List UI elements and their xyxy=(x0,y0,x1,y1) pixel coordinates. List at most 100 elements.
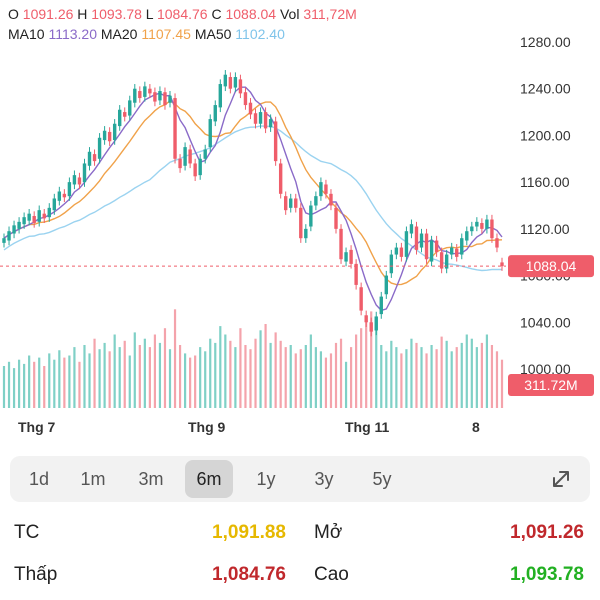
volume-bar xyxy=(470,338,473,408)
price-chart[interactable]: 1280.001240.001200.001160.001120.001080.… xyxy=(0,0,600,410)
candle xyxy=(384,270,389,299)
volume-bar xyxy=(2,366,6,408)
candle xyxy=(334,203,338,234)
range-1y-button[interactable]: 1y xyxy=(256,469,276,489)
range-1m-button[interactable]: 1m xyxy=(80,469,106,489)
candle xyxy=(349,245,353,269)
ma50-value: 1102.40 xyxy=(235,26,285,42)
ma20-label: MA20 xyxy=(100,26,138,42)
candle xyxy=(304,224,308,243)
volume-bar xyxy=(158,342,162,408)
y-tick-label: 1160.00 xyxy=(520,174,570,190)
candle xyxy=(228,72,233,94)
volume-bar xyxy=(430,345,433,408)
candle xyxy=(203,144,207,164)
candle xyxy=(359,282,363,316)
tc-label: TC xyxy=(14,522,40,543)
ma50-line xyxy=(3,125,503,272)
candle xyxy=(97,133,102,164)
volume-bar xyxy=(480,342,483,408)
candle xyxy=(153,87,157,107)
volume-tag: 311.72M xyxy=(508,374,594,396)
candle xyxy=(424,228,429,264)
candle xyxy=(102,126,107,145)
candle xyxy=(223,70,228,92)
volume-bar xyxy=(33,361,36,408)
volume-bar xyxy=(148,347,151,408)
range-5y-button[interactable]: 5y xyxy=(372,469,392,489)
y-tick-label: 1040.00 xyxy=(520,314,571,330)
volume-bar xyxy=(88,353,91,408)
volume-bar xyxy=(410,338,413,408)
candle xyxy=(490,214,494,243)
candle xyxy=(364,310,368,327)
volume-bar xyxy=(183,353,187,408)
volume-bars xyxy=(2,309,504,408)
ma-legend: MA10 1113.20 MA20 1107.45 MA50 1102.40 xyxy=(8,26,285,42)
volume-bar xyxy=(249,349,252,408)
candle xyxy=(283,191,288,215)
volume-bar xyxy=(319,351,323,408)
candle xyxy=(163,87,167,110)
candle xyxy=(344,247,348,267)
candle xyxy=(500,257,504,271)
candle xyxy=(32,211,36,228)
volume-bar xyxy=(12,368,16,408)
candle xyxy=(460,233,464,260)
volume-bar xyxy=(370,311,373,408)
range-3y-button[interactable]: 3y xyxy=(314,469,334,489)
candle xyxy=(183,142,187,171)
volume-bar xyxy=(103,342,106,408)
candle xyxy=(399,242,404,262)
volume-bar xyxy=(425,353,428,408)
volume-bar xyxy=(264,324,267,408)
candle xyxy=(429,235,434,267)
volume-bar xyxy=(199,347,202,408)
candle xyxy=(168,91,172,108)
candle xyxy=(87,147,92,171)
candle xyxy=(238,74,243,99)
candle xyxy=(148,84,152,99)
candle xyxy=(485,214,489,234)
volume-bar xyxy=(189,357,192,408)
volume-bar xyxy=(224,334,227,408)
volume-bar xyxy=(375,326,378,408)
volume-bar xyxy=(455,347,458,408)
candle xyxy=(193,158,197,181)
candle xyxy=(52,193,57,215)
volume-bar xyxy=(78,361,81,408)
x-label-jul: Thg 7 xyxy=(18,419,56,435)
x-label-nov: Thg 11 xyxy=(345,419,390,435)
volume-bar xyxy=(204,351,207,408)
y-axis-ticks: 1280.001240.001200.001160.001120.001080.… xyxy=(520,34,571,377)
candle xyxy=(123,107,127,122)
candle xyxy=(319,177,323,201)
candle xyxy=(314,191,318,211)
open-label: O xyxy=(8,6,19,22)
range-1d-button[interactable]: 1d xyxy=(28,469,50,489)
candle xyxy=(309,200,313,232)
candle xyxy=(128,95,132,121)
candle xyxy=(374,311,378,336)
volume-bar xyxy=(219,326,222,408)
volume-bar xyxy=(355,334,358,408)
volume-bar xyxy=(349,347,353,408)
candle xyxy=(449,242,454,260)
candle xyxy=(475,217,479,232)
candle xyxy=(27,209,31,226)
expand-icon[interactable] xyxy=(546,464,576,494)
y-tick-label: 1200.00 xyxy=(520,127,571,143)
range-6m-button[interactable]: 6m xyxy=(185,460,233,498)
candle xyxy=(107,127,112,146)
candle xyxy=(92,149,97,166)
volume-bar xyxy=(445,340,448,408)
candle xyxy=(439,247,444,274)
candle xyxy=(22,212,26,229)
close-value: 1088.04 xyxy=(225,6,277,22)
candle xyxy=(248,98,253,120)
volume-bar xyxy=(400,353,403,408)
range-3m-button[interactable]: 3m xyxy=(138,469,164,489)
x-label-sep: Thg 9 xyxy=(188,419,226,435)
candle xyxy=(2,233,6,248)
candle xyxy=(480,218,484,234)
